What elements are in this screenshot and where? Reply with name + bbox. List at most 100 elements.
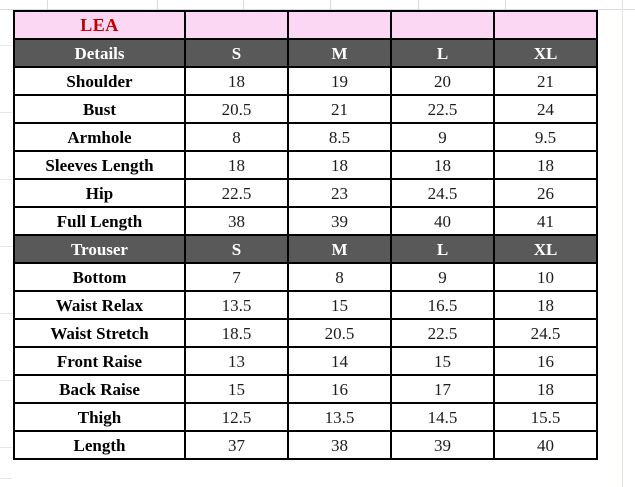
value-cell: 38 — [287, 430, 392, 460]
value-cell: 8 — [287, 262, 392, 292]
value-cell: 18 — [184, 150, 289, 180]
value-cell: 15 — [390, 346, 495, 376]
header-size-s: S — [184, 38, 289, 68]
value-cell: 14.5 — [390, 402, 495, 432]
value-cell: 15 — [287, 290, 392, 320]
value-cell: 9.5 — [493, 122, 598, 152]
value-cell: 21 — [287, 94, 392, 124]
table-title-row: LEA — [13, 10, 598, 40]
header-size-l: L — [390, 234, 495, 264]
table-row: Sleeves Length 18 18 18 18 — [13, 150, 598, 180]
table-row: Armhole 8 8.5 9 9.5 — [13, 122, 598, 152]
value-cell: 22.5 — [184, 178, 289, 208]
value-cell: 10 — [493, 262, 598, 292]
value-cell: 20 — [390, 66, 495, 96]
table-row: Hip 22.5 23 24.5 26 — [13, 178, 598, 208]
sheet-gridline-vertical — [47, 0, 48, 10]
value-cell: 38 — [184, 206, 289, 236]
value-cell: 9 — [390, 262, 495, 292]
value-cell: 20.5 — [287, 318, 392, 348]
title-spacer-cell — [287, 10, 392, 40]
row-label-cell: Waist Stretch — [13, 318, 186, 348]
sheet-gridline-vertical — [622, 0, 623, 487]
value-cell: 24 — [493, 94, 598, 124]
value-cell: 9 — [390, 122, 495, 152]
table-row: Waist Stretch 18.5 20.5 22.5 24.5 — [13, 318, 598, 348]
sheet-gridline-stub — [0, 447, 12, 448]
sheet-gridline-vertical — [243, 0, 244, 10]
value-cell: 16.5 — [390, 290, 495, 320]
row-label-cell: Waist Relax — [13, 290, 186, 320]
value-cell: 13 — [184, 346, 289, 376]
value-cell: 18 — [390, 150, 495, 180]
value-cell: 39 — [390, 430, 495, 460]
value-cell: 7 — [184, 262, 289, 292]
value-cell: 21 — [493, 66, 598, 96]
value-cell: 20.5 — [184, 94, 289, 124]
sheet-gridline-stub — [0, 246, 12, 247]
table-row: Front Raise 13 14 15 16 — [13, 346, 598, 376]
row-label-cell: Length — [13, 430, 186, 460]
table-row: Length 37 38 39 40 — [13, 430, 598, 460]
sheet-gridline-horizontal — [0, 9, 635, 10]
header-size-xl: XL — [493, 38, 598, 68]
size-chart-table: LEA Details S M L XL Shoulder 18 19 20 2… — [13, 10, 598, 460]
header-size-s: S — [184, 234, 289, 264]
row-label-cell: Back Raise — [13, 374, 186, 404]
value-cell: 19 — [287, 66, 392, 96]
table-row: Bust 20.5 21 22.5 24 — [13, 94, 598, 124]
title-spacer-cell — [390, 10, 495, 40]
row-label-cell: Full Length — [13, 206, 186, 236]
table-row: Back Raise 15 16 17 18 — [13, 374, 598, 404]
value-cell: 16 — [493, 346, 598, 376]
value-cell: 16 — [287, 374, 392, 404]
table-row: Full Length 38 39 40 41 — [13, 206, 598, 236]
value-cell: 22.5 — [390, 94, 495, 124]
header-details: Details — [13, 38, 186, 68]
sheet-gridline-vertical — [330, 0, 331, 10]
value-cell: 8.5 — [287, 122, 392, 152]
row-label-cell: Armhole — [13, 122, 186, 152]
title-spacer-cell — [493, 10, 598, 40]
row-label-cell: Bottom — [13, 262, 186, 292]
details-header-row: Details S M L XL — [13, 38, 598, 68]
header-size-m: M — [287, 234, 392, 264]
sheet-gridline-stub — [0, 380, 12, 381]
value-cell: 18 — [493, 374, 598, 404]
header-size-l: L — [390, 38, 495, 68]
value-cell: 23 — [287, 178, 392, 208]
header-size-xl: XL — [493, 234, 598, 264]
value-cell: 40 — [390, 206, 495, 236]
value-cell: 13.5 — [184, 290, 289, 320]
row-label-cell: Shoulder — [13, 66, 186, 96]
row-label-cell: Front Raise — [13, 346, 186, 376]
value-cell: 14 — [287, 346, 392, 376]
value-cell: 18 — [184, 66, 289, 96]
value-cell: 18 — [287, 150, 392, 180]
table-title-cell: LEA — [13, 10, 186, 40]
value-cell: 17 — [390, 374, 495, 404]
row-label-cell: Thigh — [13, 402, 186, 432]
value-cell: 41 — [493, 206, 598, 236]
value-cell: 12.5 — [184, 402, 289, 432]
sheet-gridline-stub — [0, 313, 12, 314]
value-cell: 26 — [493, 178, 598, 208]
sheet-gridline-stub — [0, 45, 12, 46]
sheet-gridline-stub — [0, 112, 12, 113]
value-cell: 18 — [493, 290, 598, 320]
value-cell: 40 — [493, 430, 598, 460]
value-cell: 18 — [493, 150, 598, 180]
row-label-cell: Sleeves Length — [13, 150, 186, 180]
table-row: Thigh 12.5 13.5 14.5 15.5 — [13, 402, 598, 432]
value-cell: 13.5 — [287, 402, 392, 432]
value-cell: 22.5 — [390, 318, 495, 348]
trouser-header-row: Trouser S M L XL — [13, 234, 598, 264]
title-spacer-cell — [184, 10, 289, 40]
header-trouser: Trouser — [13, 234, 186, 264]
value-cell: 18.5 — [184, 318, 289, 348]
sheet-gridline-stub — [0, 478, 12, 479]
row-label-cell: Hip — [13, 178, 186, 208]
header-size-m: M — [287, 38, 392, 68]
table-row: Bottom 7 8 9 10 — [13, 262, 598, 292]
